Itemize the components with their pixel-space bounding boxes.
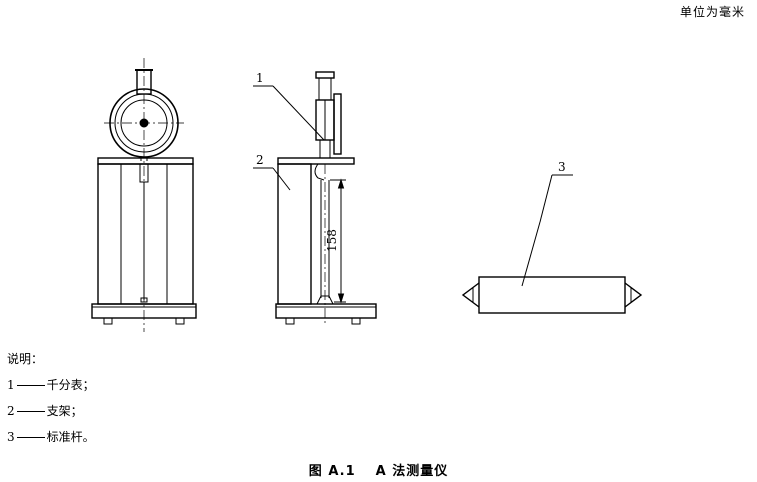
front-stand-top xyxy=(97,157,194,165)
legend-item: 2 支架； xyxy=(7,398,95,424)
legend-item: 1 千分表； xyxy=(7,372,95,398)
figure-caption: 图 A.1 A 法测量仪 xyxy=(0,460,757,479)
side-view xyxy=(275,71,377,325)
side-base xyxy=(275,303,377,319)
legend-item-number: 1 xyxy=(7,378,15,392)
legend-item-number: 2 xyxy=(7,404,15,418)
front-stand-body xyxy=(97,163,194,305)
callout-2: 2 xyxy=(256,153,264,167)
legend-item-text: 标准杆。 xyxy=(46,430,95,444)
units-note: 单位为毫米 xyxy=(679,5,745,19)
legend-item: 3 标准杆。 xyxy=(7,424,95,450)
figure-number: 图 A.1 xyxy=(308,464,356,479)
standard-rod xyxy=(461,276,643,314)
figure-title: A 法测量仪 xyxy=(375,464,449,479)
legend-item-text: 千分表； xyxy=(46,378,95,392)
callout-1: 1 xyxy=(256,71,264,85)
legend: 说明： 1 千分表； 2 支架； 3 标准杆。 xyxy=(7,346,95,450)
legend-item-number: 3 xyxy=(7,430,15,444)
callout-3: 3 xyxy=(558,160,566,174)
front-view xyxy=(91,58,197,332)
dimension-label: 158 xyxy=(325,229,339,252)
side-stand-body xyxy=(277,163,312,305)
legend-item-text: 支架； xyxy=(46,404,83,418)
side-stand-top xyxy=(277,157,355,165)
legend-heading: 说明： xyxy=(7,352,44,366)
